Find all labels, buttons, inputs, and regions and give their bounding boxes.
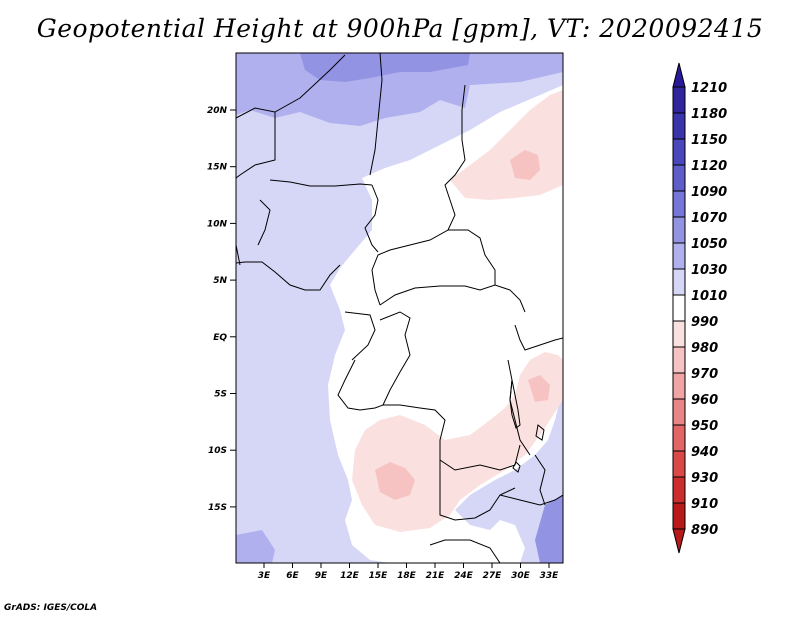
country-borders	[236, 53, 563, 563]
colorbar-label: 960	[691, 393, 718, 408]
lat-tick-label: 10N	[207, 219, 228, 229]
lon-tick-label: 18E	[397, 571, 417, 581]
lon-tick-label: 9E	[315, 571, 328, 581]
colorbar-label: 940	[691, 445, 718, 460]
colorbar-label: 1150	[691, 133, 727, 148]
lon-tick-label: 21E	[426, 571, 446, 581]
footer-credit: GrADS: IGES/COLA	[4, 603, 98, 613]
colorbar-swatch	[672, 268, 686, 296]
lon-tick-label: 3E	[258, 571, 271, 581]
lat-tick-label: 5N	[213, 276, 227, 286]
map-field	[236, 53, 563, 563]
colorbar-label: 1070	[691, 211, 727, 226]
colorbar-label: 1120	[691, 159, 727, 174]
lon-tick-label: 12E	[340, 571, 360, 581]
lat-tick-label: 15S	[208, 503, 227, 513]
lon-tick-label: 33E	[540, 571, 560, 581]
field-high-southeast	[535, 495, 563, 563]
colorbar-swatch	[672, 346, 686, 374]
colorbar-swatch	[672, 112, 686, 140]
colorbar-label: 950	[691, 419, 718, 434]
field-highest-north	[300, 53, 470, 82]
colorbar-swatch	[672, 424, 686, 452]
colorbar-swatch	[672, 190, 686, 218]
colorbar-label: 1030	[691, 263, 727, 278]
lat-tick-label: 15N	[207, 163, 228, 173]
colorbar-swatch	[672, 294, 686, 322]
field-high-southwest	[236, 530, 275, 563]
field-lower-south	[375, 462, 415, 500]
colorbar-swatch	[672, 502, 686, 530]
lon-tick-label: 24E	[454, 571, 474, 581]
colorbar-label: 890	[691, 523, 718, 538]
lat-tick-label: EQ	[213, 333, 227, 343]
lon-tick-label: 6E	[286, 571, 299, 581]
lon-tick-label: 27E	[483, 571, 503, 581]
lat-tick-label: 20N	[207, 106, 228, 116]
colorbar-label: 970	[691, 367, 718, 382]
colorbar-bottom-arrow	[672, 528, 686, 554]
field-lower-northeast	[510, 150, 540, 180]
colorbar-swatch	[672, 476, 686, 504]
colorbar-swatch	[672, 86, 686, 114]
lakes	[509, 379, 545, 473]
colorbar-swatch	[672, 398, 686, 426]
colorbar-label: 930	[691, 471, 718, 486]
colorbar-label: 1090	[691, 185, 727, 200]
colorbar-label: 1210	[691, 81, 727, 96]
lat-tick-label: 10S	[208, 446, 227, 456]
lon-tick-label: 30E	[511, 571, 531, 581]
colorbar-label: 1180	[691, 107, 727, 122]
colorbar-swatch	[672, 320, 686, 348]
chart-title: Geopotential Height at 900hPa [gpm], VT:…	[36, 14, 764, 43]
colorbar-swatch	[672, 216, 686, 244]
colorbar-label: 980	[691, 341, 718, 356]
colorbar-swatch	[672, 164, 686, 192]
colorbar-label: 990	[691, 315, 718, 330]
field-lower-east	[528, 375, 550, 402]
lat-tick-label: 5S	[214, 390, 227, 400]
lon-tick-label: 15E	[369, 571, 389, 581]
latitude-axis: 20N 15N 10N 5N EQ 5S 10S 15S	[207, 106, 236, 513]
colorbar-swatch	[672, 450, 686, 478]
colorbar-swatch	[672, 242, 686, 270]
map-frame	[235, 52, 564, 564]
colorbar-swatch	[672, 372, 686, 400]
colorbar-label: 1050	[691, 237, 727, 252]
colorbar-swatch	[672, 138, 686, 166]
colorbar-label: 910	[691, 497, 718, 512]
colorbar-top-arrow	[672, 62, 686, 88]
colorbar-label: 1010	[691, 289, 727, 304]
longitude-axis: 3E 6E 9E 12E 15E 18E 21E 24E 27E 30E 33E	[258, 563, 559, 581]
colorbar: 1210 1180 1150 1120 1090 1070 1050 1030 1010 990 9…	[672, 62, 727, 554]
